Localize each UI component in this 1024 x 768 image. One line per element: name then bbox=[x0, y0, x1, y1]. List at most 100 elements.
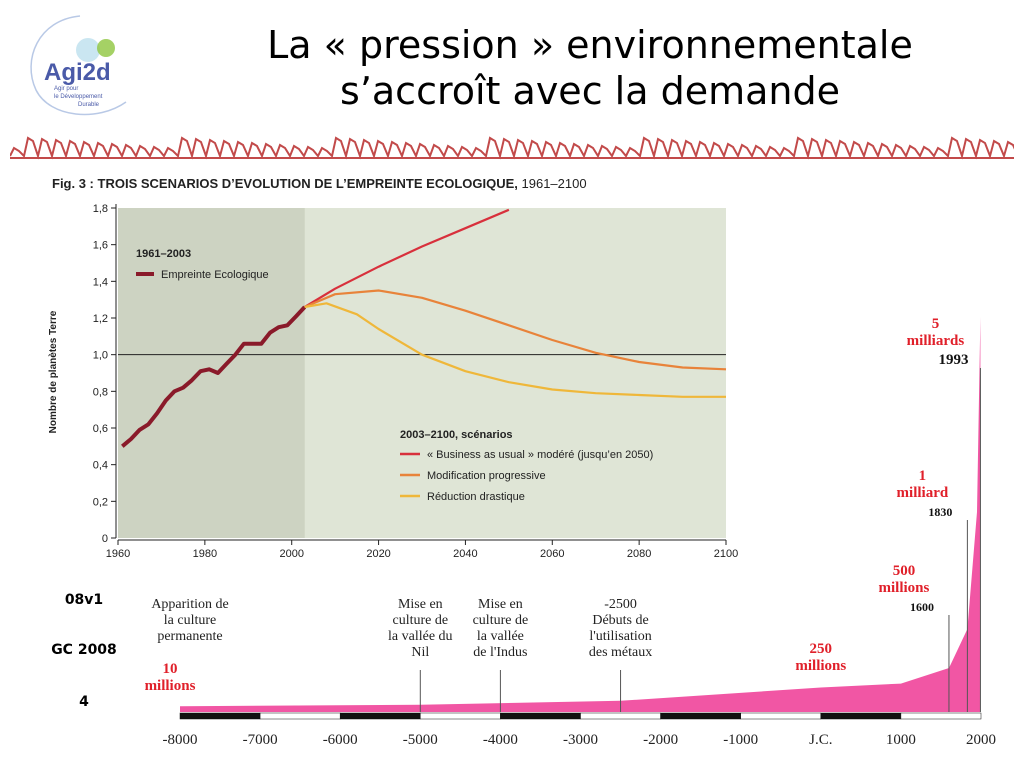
logo-sub1: Agir pour bbox=[54, 86, 78, 92]
population-year-label: 1600 bbox=[910, 600, 934, 614]
timeline-bar-segment bbox=[500, 712, 581, 720]
event-label: des métaux bbox=[589, 645, 652, 660]
timeline-bar bbox=[179, 712, 982, 720]
event-label: Nil bbox=[411, 645, 429, 660]
event-label: culture de bbox=[473, 613, 529, 628]
footprint-chart: 0 0,2 0,4 0,6 0,8 1,0 1,2 1,4 1,6 1,8 1960 1980 200… bbox=[48, 203, 738, 560]
population-timeline: -8000 -7000 -6000 -5000 -4000 -3000 -2000 -1000… bbox=[145, 316, 997, 748]
x-tick-label: 2100 bbox=[714, 548, 738, 560]
population-label: milliards bbox=[907, 333, 965, 349]
y-tick-label: 0,8 bbox=[93, 386, 108, 398]
footer-version: 08v1 bbox=[64, 592, 104, 608]
y-tick-label: 0 bbox=[102, 533, 108, 545]
timeline-tick-label: -8000 bbox=[163, 732, 198, 748]
slide-title-line1: La « pression » environnementale bbox=[267, 23, 913, 67]
event-label: Mise en bbox=[398, 597, 443, 612]
x-tick-label: 2060 bbox=[540, 548, 564, 560]
timeline-bar-segment bbox=[740, 712, 822, 720]
logo-sub2: le Développement bbox=[54, 94, 103, 100]
y-tick-label: 1,6 bbox=[93, 240, 108, 252]
series-lines bbox=[121, 208, 727, 448]
timeline-tick-label: 1000 bbox=[886, 732, 916, 748]
y-tick-label: 0,2 bbox=[93, 496, 108, 508]
legend-hist-title: 1961–2003 bbox=[136, 248, 191, 260]
agi2d-logo: Agi2d Agir pour le Développement Durable bbox=[30, 15, 127, 116]
timeline-tick-label: -1000 bbox=[723, 732, 758, 748]
x-axis: 1960 1980 2000 2020 2040 2060 2080 2100 bbox=[106, 539, 738, 560]
x-tick-label: 2000 bbox=[279, 548, 303, 560]
event-label: -2500 bbox=[604, 597, 637, 612]
logo-text: Agi2d bbox=[44, 59, 111, 86]
y-tick-label: 1,0 bbox=[93, 350, 108, 362]
y-tick-label: 1,4 bbox=[93, 276, 108, 288]
y-axis-label: Nombre de planètes Terre bbox=[48, 310, 59, 433]
legend-progressive-label: Modification progressive bbox=[427, 470, 546, 482]
population-label: millions bbox=[795, 658, 846, 674]
timeline-bar-segment bbox=[900, 712, 982, 720]
legend-drastic-label: Réduction drastique bbox=[427, 491, 525, 503]
figure-title-main: TROIS SCENARIOS D’EVOLUTION DE L’EMPREIN… bbox=[97, 176, 518, 191]
timeline-tick-label: 2000 bbox=[966, 732, 996, 748]
figure-title-years: 1961–2100 bbox=[521, 176, 587, 191]
population-label: 250 bbox=[810, 641, 833, 657]
y-tick-label: 1,2 bbox=[93, 313, 108, 325]
y-tick-label: 1,8 bbox=[93, 203, 108, 215]
series-line-progressive bbox=[304, 289, 727, 371]
footer-page: 4 bbox=[79, 694, 89, 710]
timeline-bar-segment bbox=[580, 712, 661, 720]
timeline-tick-labels: -8000 -7000 -6000 -5000 -4000 -3000 -2000 -1000… bbox=[163, 732, 997, 748]
timeline-tick-label: -7000 bbox=[243, 732, 278, 748]
slide-title: La « pression » environnementale s’accro… bbox=[160, 22, 1020, 114]
x-tick-label: 1960 bbox=[106, 548, 130, 560]
event-label: la culture bbox=[164, 613, 216, 628]
x-tick-label: 2040 bbox=[453, 548, 477, 560]
population-label: 1 bbox=[919, 468, 927, 484]
x-tick-label: 2080 bbox=[627, 548, 651, 560]
timeline-tick-label: J.C. bbox=[809, 732, 832, 748]
population-label: 5 bbox=[932, 316, 940, 332]
event-label: culture de bbox=[393, 613, 449, 628]
population-year-label: 1993 bbox=[938, 352, 968, 368]
slide-title-line2: s’accroît avec la demande bbox=[340, 69, 840, 113]
population-label: 500 bbox=[893, 563, 916, 579]
timeline-tick-label: -3000 bbox=[563, 732, 598, 748]
x-tick-label: 2020 bbox=[366, 548, 390, 560]
population-area bbox=[180, 317, 981, 712]
population-year-label: 1830 bbox=[928, 505, 952, 519]
y-tick-label: 0,6 bbox=[93, 423, 108, 435]
timeline-bar-segment bbox=[339, 712, 421, 720]
logo-sub3: Durable bbox=[78, 102, 100, 108]
population-label: milliard bbox=[897, 485, 949, 501]
event-label: Mise en bbox=[478, 597, 523, 612]
timeline-bar-segment bbox=[179, 712, 261, 720]
timeline-bar-segment bbox=[820, 712, 902, 720]
population-label: millions bbox=[145, 678, 196, 694]
historical-period-shade bbox=[118, 208, 305, 538]
event-label: Apparition de bbox=[151, 597, 228, 612]
y-axis: 0 0,2 0,4 0,6 0,8 1,0 1,2 1,4 1,6 1,8 bbox=[93, 203, 117, 545]
timeline-tick-label: -2000 bbox=[643, 732, 678, 748]
event-label: permanente bbox=[157, 629, 222, 644]
legend-scen-title: 2003–2100, scénarios bbox=[400, 429, 513, 441]
timeline-bar-segment bbox=[420, 712, 501, 720]
y-tick-label: 0,4 bbox=[93, 460, 108, 472]
timeline-bar-segment bbox=[259, 712, 341, 720]
population-label: 10 bbox=[163, 661, 178, 677]
figure-title: Fig. 3 : TROIS SCENARIOS D’EVOLUTION DE … bbox=[52, 176, 587, 191]
event-label: l'utilisation bbox=[589, 629, 651, 644]
series-line-historical bbox=[121, 305, 307, 448]
population-label: millions bbox=[879, 580, 930, 596]
x-tick-label: 1980 bbox=[193, 548, 217, 560]
timeline-tick-label: -6000 bbox=[323, 732, 358, 748]
event-label: la vallée bbox=[477, 629, 524, 644]
timeline-tick-label: -4000 bbox=[483, 732, 518, 748]
legend-bau-label: « Business as usual » modéré (jusqu’en 2… bbox=[427, 449, 653, 461]
footer-year: GC 2008 bbox=[51, 642, 117, 658]
series-line-bau bbox=[304, 208, 510, 308]
timeline-tick-label: -5000 bbox=[403, 732, 438, 748]
figure-title-prefix: Fig. 3 : bbox=[52, 176, 94, 191]
series-line-drastic bbox=[304, 302, 726, 398]
event-label: de l'Indus bbox=[473, 645, 527, 660]
decorative-frieze bbox=[10, 136, 1014, 160]
